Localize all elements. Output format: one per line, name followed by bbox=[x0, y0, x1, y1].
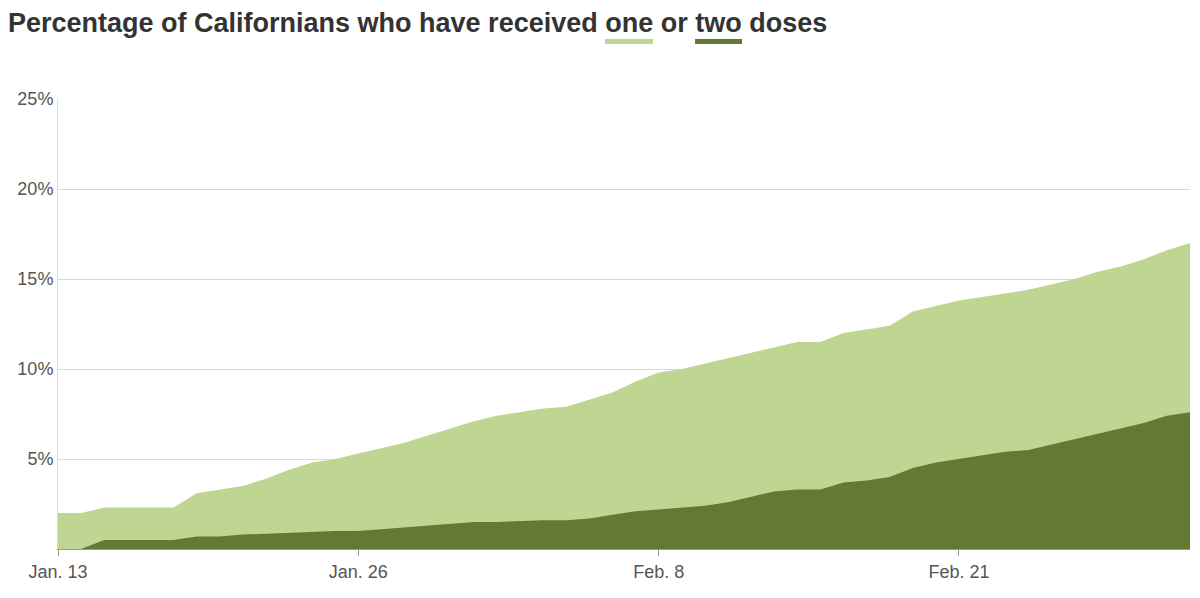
svg-text:Jan. 13: Jan. 13 bbox=[28, 562, 87, 582]
svg-text:20%: 20% bbox=[17, 179, 53, 199]
svg-text:5%: 5% bbox=[27, 449, 53, 469]
svg-text:25%: 25% bbox=[17, 89, 53, 109]
svg-text:Feb. 8: Feb. 8 bbox=[633, 562, 684, 582]
svg-text:Feb. 21: Feb. 21 bbox=[928, 562, 989, 582]
svg-text:15%: 15% bbox=[17, 269, 53, 289]
html-text:Percentage of Californians who: Percentage of Californians who have rece… bbox=[8, 8, 828, 38]
svg-text:10%: 10% bbox=[17, 359, 53, 379]
svg-text:Jan. 26: Jan. 26 bbox=[329, 562, 388, 582]
